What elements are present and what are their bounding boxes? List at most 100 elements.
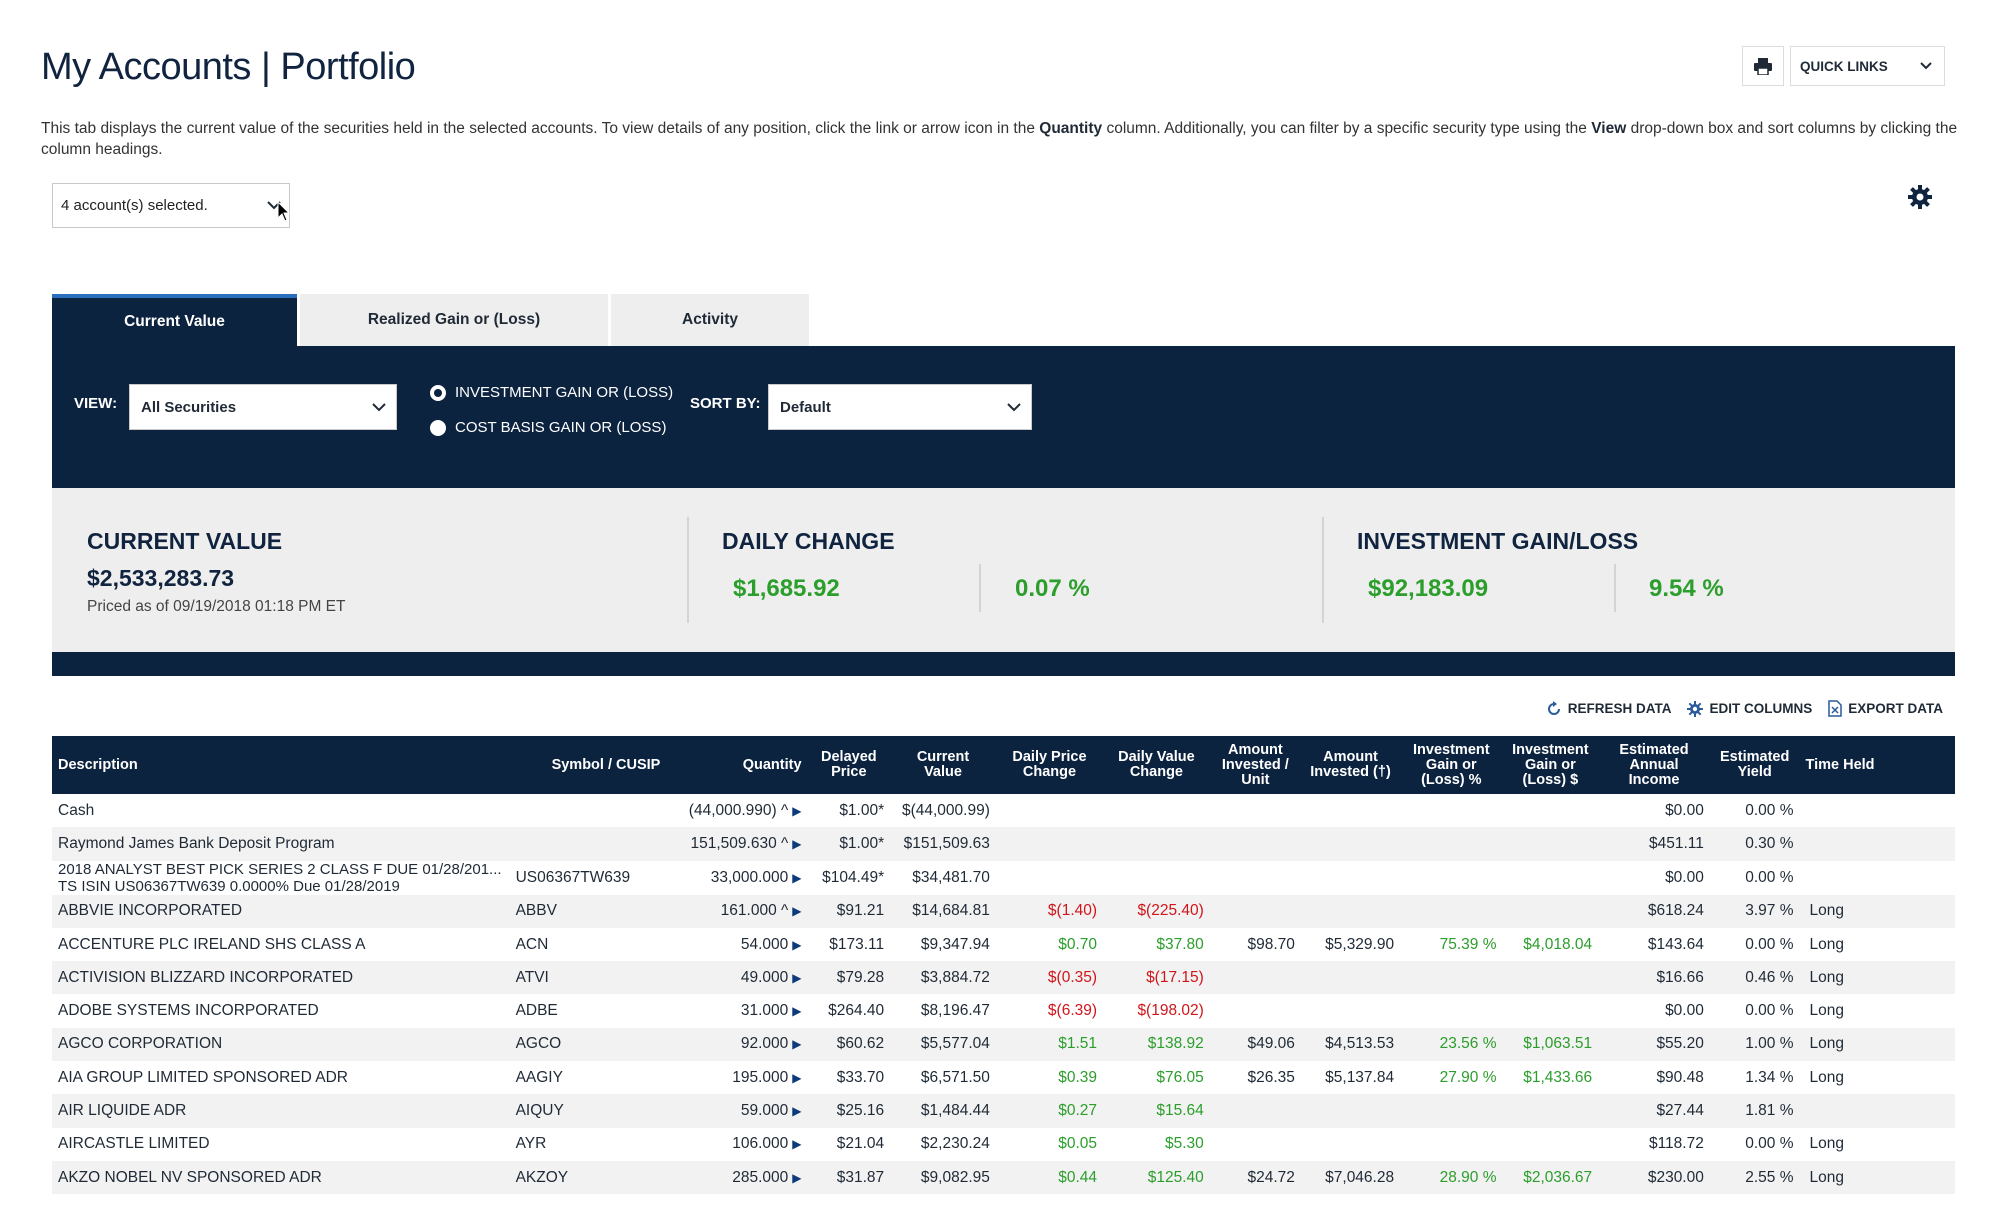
col-amount-invested-cell: $5,329.90 xyxy=(1325,935,1395,953)
row-arrow-icon[interactable]: ▶ xyxy=(792,1037,802,1052)
col-investment-gain-pct-header[interactable]: Investment Gain or (Loss) % xyxy=(1413,741,1490,788)
col-quantity-cell[interactable]: 31.000 ▶ xyxy=(681,994,808,1027)
col-quantity-header[interactable]: Quantity xyxy=(742,756,802,773)
col-quantity-cell[interactable]: 49.000 ▶ xyxy=(681,961,808,994)
col-quantity-cell[interactable]: 161.000 ^ ▶ xyxy=(681,895,808,928)
col-estimated-yield-cell: 0.00 % xyxy=(1745,935,1794,953)
quantity-link[interactable]: 59.000 xyxy=(740,1102,789,1120)
table-row: 2018 ANALYST BEST PICK SERIES 2 CLASS F … xyxy=(52,861,1955,895)
col-quantity-cell[interactable]: 285.000 ▶ xyxy=(681,1161,808,1194)
radio-investment-gain[interactable]: INVESTMENT GAIN OR (LOSS) xyxy=(430,384,673,401)
col-time-held-header[interactable]: Time Held xyxy=(1805,756,1875,773)
col-delayed-price-cell: $91.21 xyxy=(836,902,885,920)
col-investment-gain-dollar-cell xyxy=(1503,994,1599,1027)
divider xyxy=(979,564,981,612)
quick-links-dropdown[interactable]: QUICK LINKS xyxy=(1790,46,1945,86)
radio-cost-basis-gain[interactable]: COST BASIS GAIN OR (LOSS) xyxy=(430,419,666,436)
row-arrow-icon[interactable]: ▶ xyxy=(792,1170,802,1185)
daily-change-block: DAILY CHANGE xyxy=(722,488,895,555)
quantity-link[interactable]: 49.000 xyxy=(740,968,789,986)
col-description-header[interactable]: Description xyxy=(58,756,138,773)
col-delayed-price-cell: $60.62 xyxy=(836,1035,885,1053)
col-investment-gain-dollar-header[interactable]: Investment Gain or (Loss) $ xyxy=(1512,741,1589,788)
tab-activity[interactable]: Activity xyxy=(611,294,809,346)
col-quantity-cell[interactable]: 195.000 ▶ xyxy=(681,1061,808,1094)
col-estimated-yield-cell: 1.00 % xyxy=(1745,1035,1794,1053)
tab-current-value[interactable]: Current Value xyxy=(52,294,297,346)
edit-columns-button[interactable]: EDIT COLUMNS xyxy=(1687,700,1812,717)
col-daily-price-change-cell xyxy=(996,827,1103,860)
col-daily-price-change-header[interactable]: Daily Price Change xyxy=(1012,749,1087,780)
export-data-button[interactable]: EXPORT DATA xyxy=(1828,700,1943,717)
col-time-held-cell xyxy=(1799,794,1955,827)
col-delayed-price-header[interactable]: Delayed Price xyxy=(821,749,877,780)
quantity-link[interactable]: 151,509.630 ^ xyxy=(690,834,789,852)
row-arrow-icon[interactable]: ▶ xyxy=(792,1137,802,1152)
quantity-link[interactable]: 106.000 xyxy=(732,1135,789,1153)
row-arrow-icon[interactable]: ▶ xyxy=(792,1004,802,1019)
col-estimated-yield-header[interactable]: Estimated Yield xyxy=(1720,749,1790,780)
row-arrow-icon[interactable]: ▶ xyxy=(792,904,802,919)
col-quantity-cell[interactable]: 33,000.000 ▶ xyxy=(681,861,808,895)
radio-unselected-icon xyxy=(430,419,446,436)
col-estimated-yield-cell: 0.30 % xyxy=(1745,834,1794,852)
row-arrow-icon[interactable]: ▶ xyxy=(792,1104,802,1119)
col-description-cell: AGCO CORPORATION xyxy=(58,1035,223,1053)
col-daily-price-change-cell: $1.51 xyxy=(1058,1035,1098,1053)
col-investment-gain-pct-cell xyxy=(1400,994,1502,1027)
col-daily-value-change-header[interactable]: Daily Value Change xyxy=(1118,749,1195,780)
portfolio-summary: CURRENT VALUE $2,533,283.73 Priced as of… xyxy=(52,488,1955,652)
col-amount-invested-header[interactable]: Amount Invested (†) xyxy=(1310,749,1391,780)
col-symbol-cusip-header[interactable]: Symbol / CUSIP xyxy=(551,756,661,773)
quantity-link[interactable]: (44,000.990) ^ xyxy=(688,801,789,819)
col-current-value-cell: $151,509.63 xyxy=(903,834,990,852)
col-daily-value-change-cell: $(17.15) xyxy=(1146,968,1204,986)
quantity-link[interactable]: 92.000 xyxy=(740,1035,789,1053)
col-quantity-cell[interactable]: 54.000 ▶ xyxy=(681,928,808,961)
investment-gain-block: INVESTMENT GAIN/LOSS xyxy=(1357,488,1638,555)
quantity-link[interactable]: 195.000 xyxy=(732,1068,789,1086)
col-amount-invested-cell xyxy=(1301,794,1400,827)
col-estimated-annual-income-cell: $0.00 xyxy=(1665,801,1704,819)
col-estimated-annual-income-cell: $118.72 xyxy=(1648,1135,1704,1153)
col-daily-value-change-cell: $37.80 xyxy=(1156,935,1204,953)
tab-realized-gain-loss[interactable]: Realized Gain or (Loss) xyxy=(300,294,608,346)
col-quantity-cell[interactable]: (44,000.990) ^ ▶ xyxy=(681,794,808,827)
gear-icon[interactable] xyxy=(1907,184,1933,210)
col-amount-invested-unit-header[interactable]: Amount Invested / Unit xyxy=(1221,741,1289,788)
row-arrow-icon[interactable]: ▶ xyxy=(792,1070,802,1085)
row-arrow-icon[interactable]: ▶ xyxy=(792,803,802,818)
col-description-cell: Cash xyxy=(58,801,95,819)
sort-by-select[interactable]: Default xyxy=(768,384,1032,430)
col-investment-gain-pct-cell xyxy=(1400,794,1502,827)
top-tools: QUICK LINKS xyxy=(1742,46,1945,86)
quantity-link[interactable]: 33,000.000 xyxy=(710,868,789,886)
col-daily-price-change-cell: $0.70 xyxy=(1058,935,1098,953)
divider xyxy=(1322,517,1324,623)
account-select[interactable]: 4 account(s) selected. xyxy=(52,183,290,228)
col-amount-invested-cell: $7,046.28 xyxy=(1325,1168,1395,1186)
col-quantity-cell[interactable]: 106.000 ▶ xyxy=(681,1128,808,1161)
row-arrow-icon[interactable]: ▶ xyxy=(792,870,802,885)
col-estimated-annual-income-header[interactable]: Estimated Annual Income xyxy=(1619,741,1689,788)
quantity-link[interactable]: 161.000 ^ xyxy=(720,902,789,920)
quantity-link[interactable]: 31.000 xyxy=(740,1002,789,1020)
row-arrow-icon[interactable]: ▶ xyxy=(792,836,802,851)
col-quantity-cell[interactable]: 92.000 ▶ xyxy=(681,1028,808,1061)
col-quantity-cell[interactable]: 59.000 ▶ xyxy=(681,1094,808,1127)
col-daily-price-change-cell: $(6.39) xyxy=(1047,1002,1098,1020)
quantity-link[interactable]: 285.000 xyxy=(732,1168,789,1186)
col-current-value-header[interactable]: Current Value xyxy=(916,749,970,780)
refresh-data-button[interactable]: REFRESH DATA xyxy=(1546,700,1671,717)
intro-suffix: drop-down box and sort columns by clicki… xyxy=(41,120,1958,158)
print-button[interactable] xyxy=(1742,46,1784,86)
sort-by-label: SORT BY: xyxy=(690,395,761,412)
col-description-cell: AKZO NOBEL NV SPONSORED ADR xyxy=(58,1168,322,1186)
col-daily-price-change-cell: $0.05 xyxy=(1058,1135,1098,1153)
col-quantity-cell[interactable]: 151,509.630 ^ ▶ xyxy=(681,827,808,860)
view-select[interactable]: All Securities xyxy=(129,384,397,430)
row-arrow-icon[interactable]: ▶ xyxy=(792,970,802,985)
row-arrow-icon[interactable]: ▶ xyxy=(792,937,802,952)
quantity-link[interactable]: 54.000 xyxy=(740,935,789,953)
page-fade xyxy=(0,1196,2000,1220)
